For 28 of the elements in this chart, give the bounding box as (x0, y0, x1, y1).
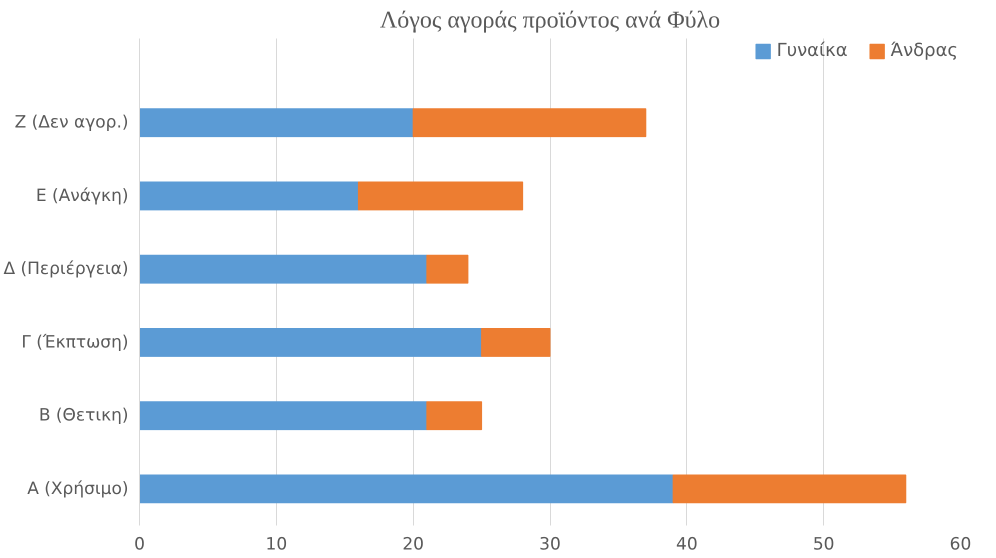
y-tick-label: Α (Χρήσιμο) (27, 478, 129, 499)
x-tick-label: 30 (539, 534, 561, 554)
bar (412, 108, 646, 138)
y-tick-label: Δ (Περιέργεια) (4, 259, 129, 280)
bar (140, 328, 482, 357)
y-tick-label: Ζ (Δεν αγορ.) (14, 112, 129, 133)
x-tick-label: 40 (676, 534, 698, 554)
bar (481, 328, 550, 357)
x-tick-label: 20 (402, 534, 424, 554)
bar (140, 474, 674, 504)
legend-label: Γυναίκα (776, 40, 848, 61)
bar (672, 474, 906, 504)
y-tick-label: Ε (Ανάγκη) (36, 186, 129, 206)
bar (140, 254, 428, 284)
x-tick-label: 10 (266, 534, 288, 554)
bar (140, 401, 428, 430)
chart-title: Λόγος αγοράς προϊόντος ανά Φύλο (380, 8, 720, 34)
y-tick-label: Β (Θετικη) (38, 406, 129, 426)
x-tick-label: 0 (134, 534, 145, 554)
x-tick-label: 60 (950, 534, 972, 554)
legend-label: Άνδρας (890, 40, 958, 61)
bar (358, 182, 524, 210)
x-tick-label: 50 (812, 534, 834, 554)
bar (140, 182, 359, 210)
bar (426, 401, 482, 430)
bar (140, 108, 414, 138)
y-tick-label: Γ (Έκπτωση) (21, 332, 129, 352)
bar (426, 254, 468, 284)
